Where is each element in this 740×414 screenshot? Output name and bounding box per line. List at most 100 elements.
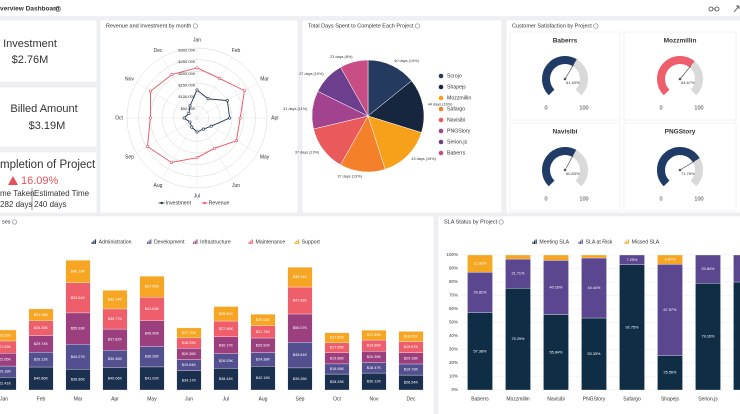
- bar-label: $17.70K: [182, 331, 197, 335]
- radar-point: [225, 99, 229, 103]
- bar-label: $36.28K: [145, 355, 160, 359]
- gauge-card: [509, 122, 621, 212]
- bar-segment: [176, 327, 202, 339]
- bar-label: $18.02K: [404, 334, 419, 338]
- angle-label: Apr: [271, 115, 279, 121]
- bar-label: $30.17K: [219, 343, 234, 347]
- x-tick-label: Shapejs: [661, 396, 680, 402]
- bar-label: $20.36K: [182, 352, 197, 356]
- bar-segment: [581, 254, 607, 259]
- gauge-card: [623, 31, 737, 121]
- x-tick-label: Serion.js: [698, 396, 718, 402]
- legend-dot: [438, 117, 444, 123]
- bar-label: $18.29K: [182, 341, 197, 345]
- bar-label: $19.86K: [367, 344, 382, 348]
- bar-segment: [581, 317, 607, 391]
- y-tick-label: 30%: [449, 347, 458, 352]
- bar-segment: [657, 254, 683, 265]
- radar-point: [182, 116, 186, 120]
- y-tick-label: 100%: [446, 252, 458, 257]
- legend-icon: [624, 241, 626, 244]
- gauge-tick-label: 0: [544, 196, 547, 202]
- legend-label: PNGStory: [447, 128, 471, 134]
- radar-point: [190, 125, 194, 129]
- legend-label: SLA at Risk: [586, 239, 613, 245]
- up-arrow: [8, 176, 18, 185]
- pie-slice: [367, 80, 425, 133]
- legend-dot: [438, 150, 444, 156]
- radar-point: [188, 104, 192, 108]
- y-tick-label: 40%: [449, 333, 458, 338]
- view-icon[interactable]: [708, 6, 720, 12]
- bar-label: $20.18K: [0, 370, 12, 374]
- legend-label: Administration: [99, 239, 132, 245]
- radar-point: [188, 120, 192, 124]
- legend-icon: [535, 239, 537, 244]
- estimated: 240 days: [34, 200, 66, 209]
- legend-label: Navisibi: [447, 117, 465, 123]
- legend-icon: [160, 201, 163, 205]
- legend-dot: [438, 106, 444, 112]
- angle-label: Oct: [115, 115, 123, 121]
- x-tick-label: Apr: [111, 396, 119, 402]
- legend-icon: [578, 241, 580, 244]
- bar-label: $47.92K: [293, 299, 308, 303]
- info-icon[interactable]: [55, 6, 61, 12]
- bar-label: $24.38K: [256, 357, 271, 361]
- radar-point: [242, 89, 246, 93]
- gauge-name: Mozzmillin: [664, 38, 697, 45]
- radial-tick-label: $300.00K: [178, 48, 195, 53]
- gauge-value-label: 60.83%: [566, 171, 580, 176]
- y-tick-label: 50%: [449, 320, 458, 325]
- kpi-label: Billed Amount: [10, 103, 77, 115]
- bar-label: $35.14K: [293, 275, 308, 279]
- bar-label: $26.12K: [34, 358, 49, 362]
- x-tick-label: Sep: [296, 396, 305, 402]
- slice-label: 37 days (13%): [295, 151, 320, 155]
- slice-label: 27 days (10%): [299, 72, 324, 76]
- bar-label: $53.61K: [71, 296, 86, 300]
- bar-label: 20.84%: [702, 267, 716, 271]
- bar-label: $22.41K: [0, 382, 12, 386]
- x-tick-label: Aug: [259, 396, 268, 402]
- bar-label: $26.54K: [404, 381, 419, 385]
- legend-icon: [532, 241, 534, 244]
- bar-label: $30.12K: [367, 380, 382, 384]
- legend-dot: [438, 84, 444, 90]
- angle-label: Sep: [125, 154, 134, 160]
- gauge-tick-label: 100: [579, 196, 588, 202]
- grid-circle: [138, 59, 256, 177]
- bar-label: $26.03K: [219, 359, 234, 363]
- info-icon: [415, 23, 420, 29]
- bar-label: 67.57%: [664, 308, 678, 312]
- gauge-name: Baberrs: [553, 38, 578, 45]
- legend-icon: [203, 201, 206, 205]
- bar-label: $19.52K: [0, 333, 12, 337]
- x-tick-label: Navisibi: [547, 396, 565, 402]
- slice-label: 23 days (8%): [330, 55, 353, 59]
- bar-label: $25.92K: [256, 343, 271, 347]
- angle-label: Mar: [260, 76, 269, 82]
- bar-label: 40.16%: [550, 286, 564, 290]
- completion-title: mpletion of Project: [0, 159, 96, 171]
- bar-label: $20.39K: [367, 355, 382, 359]
- bar-label: $19.84K: [182, 363, 197, 367]
- angle-label: Nov: [125, 76, 134, 82]
- bar-segment: [619, 264, 645, 391]
- radar-point: [238, 116, 242, 120]
- legend-icon: [147, 241, 149, 244]
- bar-label: $26.35K: [34, 326, 49, 330]
- legend-label: Scrojo: [447, 73, 462, 79]
- kpi-card: [0, 86, 98, 148]
- bar-segment: [102, 290, 128, 310]
- x-tick-label: Jan: [0, 396, 8, 402]
- y-tick-label: 10%: [449, 374, 458, 379]
- legend-icon: [193, 241, 195, 244]
- bar-label: $17.53K: [367, 333, 382, 337]
- bar-label: $36.86K: [71, 378, 86, 382]
- radar-point: [201, 127, 205, 131]
- gauge-name: Navisibi: [553, 129, 578, 136]
- legend-label: Revenue: [209, 200, 230, 206]
- expand-icon[interactable]: [733, 5, 740, 13]
- pie-slice: [367, 115, 422, 170]
